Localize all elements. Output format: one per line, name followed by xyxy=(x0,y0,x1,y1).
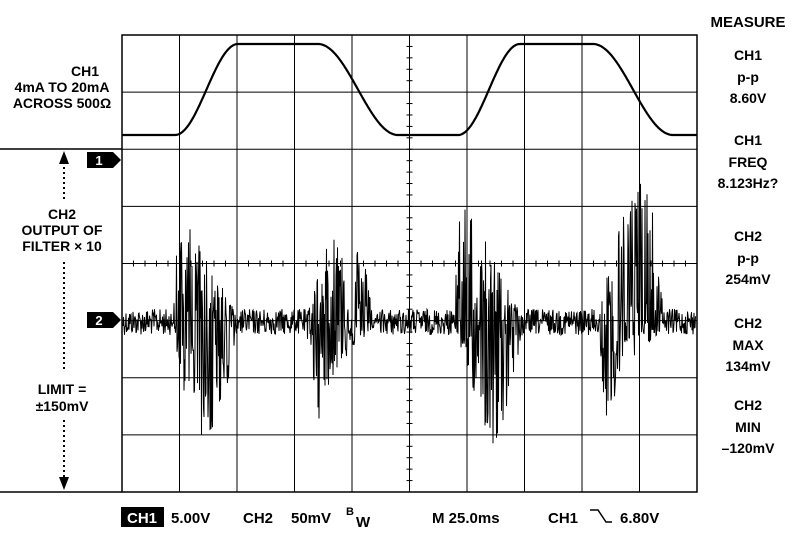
measure-value: 8.123Hz? xyxy=(718,175,779,191)
ch1-label: ACROSS 500Ω xyxy=(13,95,111,111)
ch1-marker-label: 1 xyxy=(95,153,102,168)
ch1-badge xyxy=(121,507,164,527)
measure-channel: CH2 xyxy=(734,228,762,244)
ch2-label: OUTPUT OF xyxy=(22,222,103,238)
ch1-marker xyxy=(87,152,121,168)
measure-value: 254mV xyxy=(725,271,771,287)
footer-bw: W xyxy=(356,514,371,531)
measure-name: p-p xyxy=(737,250,759,266)
measure-value: 134mV xyxy=(725,358,771,374)
footer-ch1-scale: 5.00V xyxy=(171,510,210,527)
ch2-label: CH2 xyxy=(48,206,76,222)
measure-name: p-p xyxy=(737,69,759,85)
screen-border xyxy=(121,34,698,493)
ch2-marker-label: 2 xyxy=(95,313,102,328)
ch2-waveform xyxy=(122,183,696,444)
measure-name: MIN xyxy=(735,419,761,435)
footer-trigger-level: 6.80V xyxy=(620,510,659,527)
footer-ch2-scale: 50mV xyxy=(291,510,331,527)
trigger-slope xyxy=(590,509,612,523)
footer-bw: B xyxy=(346,506,354,518)
measure-channel: CH2 xyxy=(734,315,762,331)
limit-label: ±150mV xyxy=(36,398,89,414)
measure-channel: CH1 xyxy=(734,47,762,63)
ch1-label: CH1 xyxy=(71,63,99,79)
footer-ch1: CH1 xyxy=(127,510,157,527)
ch1-label: 4mA TO 20mA xyxy=(15,79,110,95)
footer-trigger-source: CH1 xyxy=(548,510,578,527)
measure-name: FREQ xyxy=(729,154,768,170)
measure-name: MAX xyxy=(732,337,764,353)
graticule xyxy=(121,34,698,493)
measure-channel: CH1 xyxy=(734,132,762,148)
measure-value: –120mV xyxy=(722,440,776,456)
measure-title: MEASURE xyxy=(710,14,785,31)
footer-ch2: CH2 xyxy=(243,510,273,527)
ch2-marker xyxy=(87,312,121,328)
measure-value: 8.60V xyxy=(730,90,767,106)
measure-channel: CH2 xyxy=(734,397,762,413)
limit-label: LIMIT = xyxy=(38,381,87,397)
measurements: CH1 p-p 8.60V CH1 FREQ 8.123Hz? CH2 p-p 254mV CH2… xyxy=(718,47,779,456)
ch2-label: FILTER × 10 xyxy=(22,238,102,254)
ch1-waveform xyxy=(122,42,697,137)
footer-timebase: M 25.0ms xyxy=(432,510,500,527)
